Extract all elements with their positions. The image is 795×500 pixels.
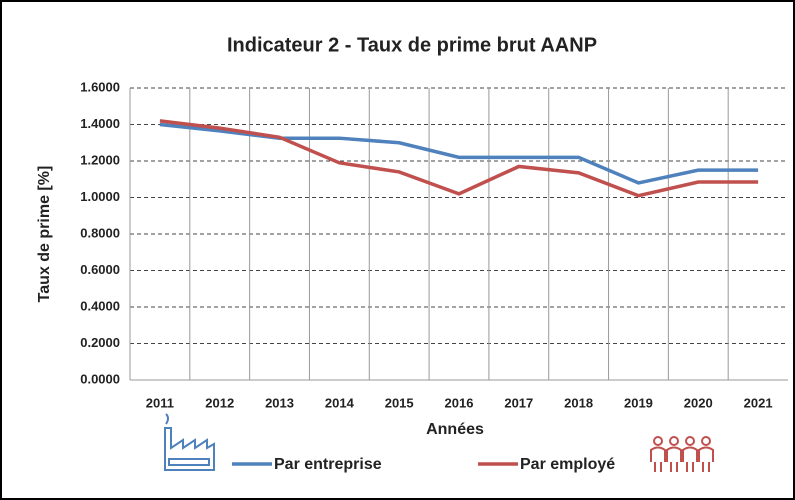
x-tick-label: 2013 [265,395,294,410]
x-tick-label: 2021 [744,395,773,410]
x-tick-label: 2017 [504,395,533,410]
y-tick-label: 0.2000 [80,335,120,350]
y-tick-label: 0.0000 [80,371,120,386]
x-tick-label: 2015 [385,395,414,410]
y-tick-label: 0.8000 [80,225,120,240]
y-tick-label: 1.6000 [80,79,120,94]
x-tick-label: 2020 [684,395,713,410]
legend-label: Par entreprise [274,456,382,473]
y-tick-label: 1.4000 [80,116,120,131]
y-tick-label: 1.0000 [80,189,120,204]
line-series [159,119,759,198]
x-tick-label: 2019 [624,395,653,410]
y-tick-label: 0.4000 [80,298,120,313]
people-icon [650,436,714,472]
x-axis-label: Années [426,421,484,438]
chart-title: Indicateur 2 - Taux de prime brut AANP [227,34,597,56]
y-axis-label: Taux de prime [%] [36,166,53,303]
x-tick-label: 2012 [205,395,234,410]
x-tick-label: 2018 [564,395,593,410]
legend-label: Par employé [520,456,615,473]
x-tick-label: 2011 [146,395,174,410]
x-tick-label: 2014 [325,395,355,410]
x-tick-label: 2016 [445,395,474,410]
factory-icon [164,413,215,471]
y-tick-label: 1.2000 [80,152,120,167]
y-tick-label: 0.6000 [80,262,120,277]
